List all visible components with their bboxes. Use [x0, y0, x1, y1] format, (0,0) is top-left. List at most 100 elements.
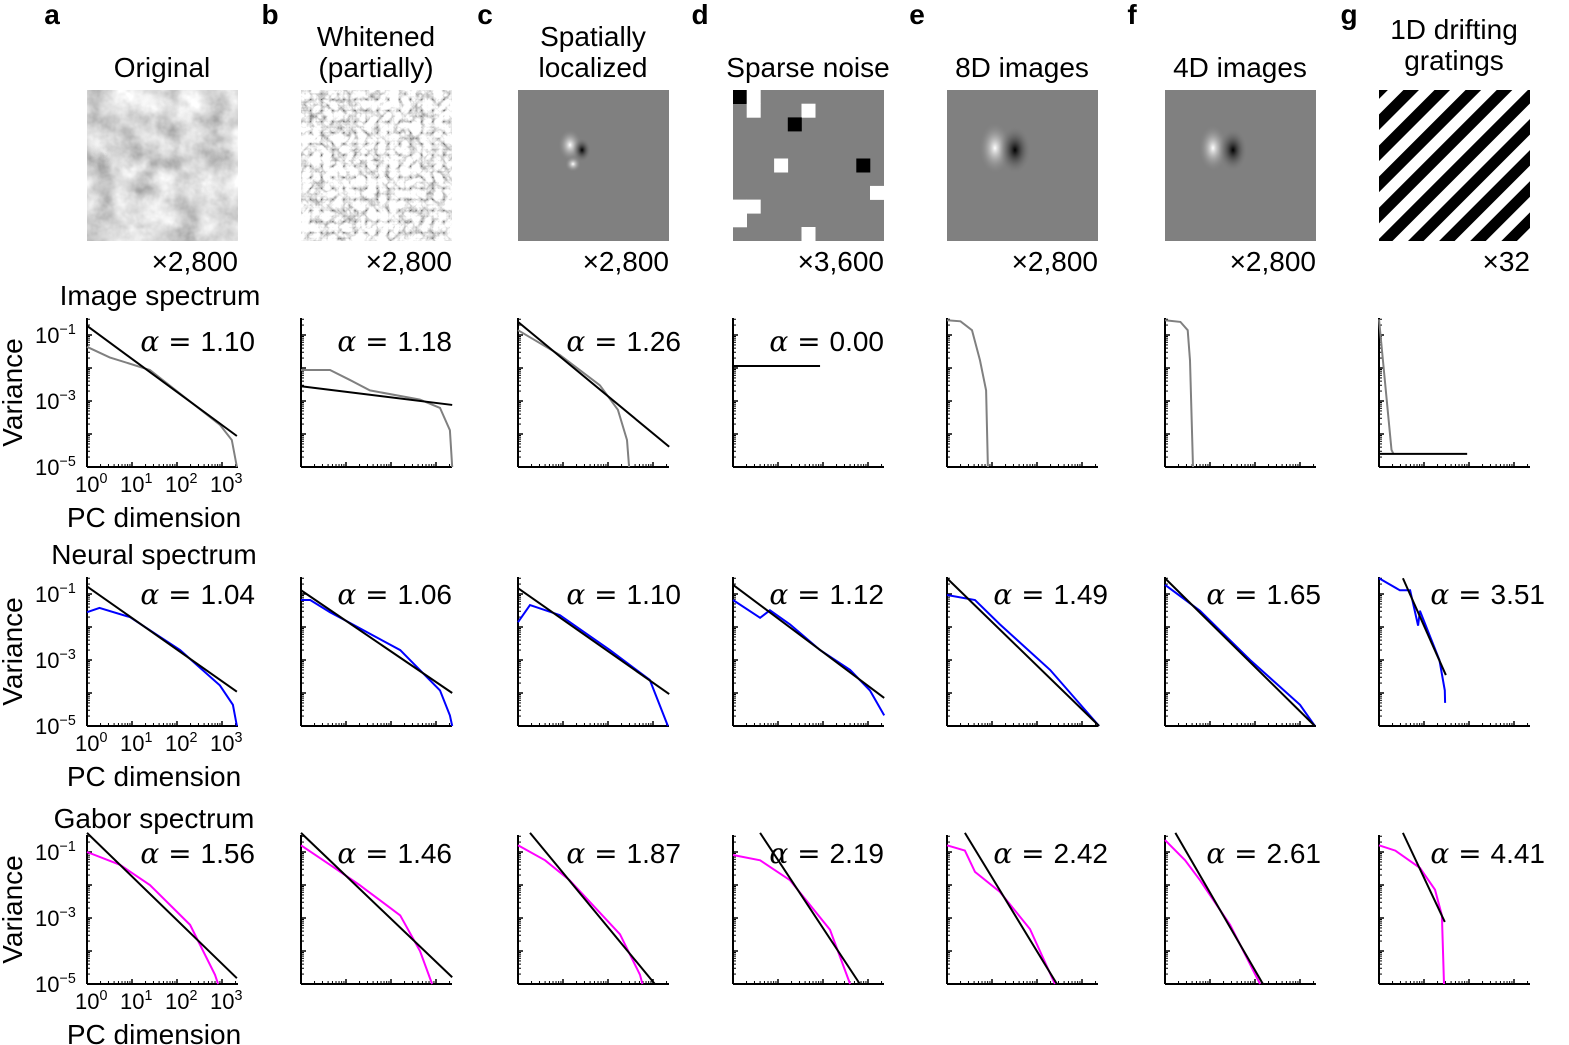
stimulus-image-localized-image [518, 90, 669, 241]
tick-base: 10 [35, 582, 59, 607]
alpha-value: 1.10 [627, 579, 682, 610]
spectrum-curve [1378, 577, 1447, 703]
power-law-fit-line [759, 832, 861, 985]
tick-exponent: 2 [189, 988, 197, 1004]
stimulus-image-drifting-gratings [1379, 90, 1530, 241]
power-law-fit-line [1164, 577, 1316, 727]
neural-spectrum-plot: α = 1.49 [946, 577, 1108, 727]
tick-base: 10 [75, 989, 99, 1014]
tick-base: 10 [120, 731, 144, 756]
tick-base: 10 [210, 989, 234, 1014]
alpha-symbol: α = [769, 837, 829, 870]
alpha-symbol: α = [337, 578, 397, 611]
spectrum-curve [86, 851, 220, 985]
alpha-label: α = 1.87 [566, 837, 681, 870]
alpha-value: 1.06 [398, 579, 453, 610]
row-label-gabor-spectrum: Gabor spectrum [54, 803, 255, 834]
y-tick-label: 10−5 [35, 713, 76, 739]
tick-exponent: −1 [59, 839, 75, 855]
panel-title: Original [114, 52, 210, 83]
power-law-fit-line [300, 589, 453, 694]
tick-base: 10 [35, 323, 59, 348]
tick-exponent: 2 [189, 730, 197, 746]
alpha-symbol: α = [140, 325, 200, 358]
tick-exponent: 1 [144, 471, 152, 487]
power-law-fit-line [517, 321, 670, 448]
alpha-value: 1.18 [398, 326, 453, 357]
gabor-spectrum-plot: α = 1.87 [517, 832, 681, 985]
spectrum-curve [517, 844, 644, 985]
panel-title: Sparse noise [726, 52, 889, 83]
alpha-value: 4.41 [1491, 838, 1546, 869]
image-spectrum-plot [1378, 318, 1530, 468]
y-tick-label: 10−5 [35, 971, 76, 997]
tick-exponent: 3 [234, 471, 242, 487]
tick-base: 10 [120, 989, 144, 1014]
alpha-label: α = 1.56 [140, 837, 255, 870]
x-tick-label: 103 [210, 471, 242, 497]
spectrum-curve [86, 606, 238, 727]
stimulus-count: ×2,800 [1012, 246, 1098, 277]
alpha-label: α = 1.10 [140, 325, 255, 358]
x-axis-label: PC dimension [67, 1019, 241, 1045]
panel-title-line: Spatially [540, 21, 646, 52]
tick-exponent: −1 [59, 581, 75, 597]
spectrum-curve [300, 844, 434, 985]
tick-base: 10 [210, 472, 234, 497]
tick-exponent: −3 [59, 905, 75, 921]
tick-base: 10 [35, 455, 59, 480]
alpha-value: 1.12 [830, 579, 885, 610]
tick-exponent: 0 [99, 730, 107, 746]
image-spectrum-plot: α = 0.00 [732, 318, 884, 468]
panel-title-line: localized [539, 52, 648, 83]
power-law-fit-line [300, 832, 453, 978]
alpha-symbol: α = [566, 837, 626, 870]
tick-base: 10 [210, 731, 234, 756]
neural-spectrum-plot: α = 1.12 [732, 577, 886, 727]
tick-base: 10 [165, 731, 189, 756]
alpha-symbol: α = [1430, 837, 1490, 870]
neural-spectrum-plot: α = 1.10 [517, 577, 681, 727]
tick-exponent: −5 [59, 971, 75, 987]
panel-letter: d [691, 0, 708, 30]
x-tick-label: 100 [75, 988, 107, 1014]
alpha-symbol: α = [993, 837, 1053, 870]
panel-letter: c [477, 0, 493, 30]
spectrum-curve [1378, 319, 1395, 455]
tick-exponent: 3 [234, 988, 242, 1004]
x-tick-label: 102 [165, 988, 197, 1014]
gabor-spectrum-plot: α = 4.41 [1378, 832, 1546, 985]
panel-letter: e [909, 0, 925, 30]
alpha-label: α = 1.46 [337, 837, 452, 870]
y-tick-label: 10−3 [35, 647, 76, 673]
alpha-symbol: α = [1430, 578, 1490, 611]
image-spectrum-plot [1164, 318, 1316, 468]
gabor-spectrum-plot: α = 2.42 [946, 832, 1108, 985]
power-law-fit-line [946, 577, 1100, 727]
row-label-neural-spectrum: Neural spectrum [51, 539, 256, 570]
x-tick-label: 103 [210, 988, 242, 1014]
power-law-fit-line [86, 832, 238, 979]
alpha-label: α = 1.12 [769, 578, 884, 611]
spectrum-curve [517, 603, 669, 727]
alpha-label: α = 0.00 [769, 325, 884, 358]
alpha-value: 1.04 [201, 579, 256, 610]
power-law-fit-line [300, 385, 453, 406]
alpha-symbol: α = [1206, 837, 1266, 870]
panel-letter: b [261, 0, 278, 30]
alpha-value: 1.87 [627, 838, 682, 869]
gabor-spectrum-plot: α = 2.19 [732, 832, 884, 985]
y-tick-label: 10−1 [35, 322, 76, 348]
alpha-symbol: α = [337, 325, 397, 358]
tick-exponent: −3 [59, 647, 75, 663]
stimulus-image-sparse-noise [733, 90, 884, 241]
tick-exponent: 2 [189, 471, 197, 487]
alpha-label: α = 1.10 [566, 578, 681, 611]
alpha-value: 1.56 [201, 838, 256, 869]
tick-base: 10 [35, 648, 59, 673]
panel-letter: f [1127, 0, 1137, 30]
